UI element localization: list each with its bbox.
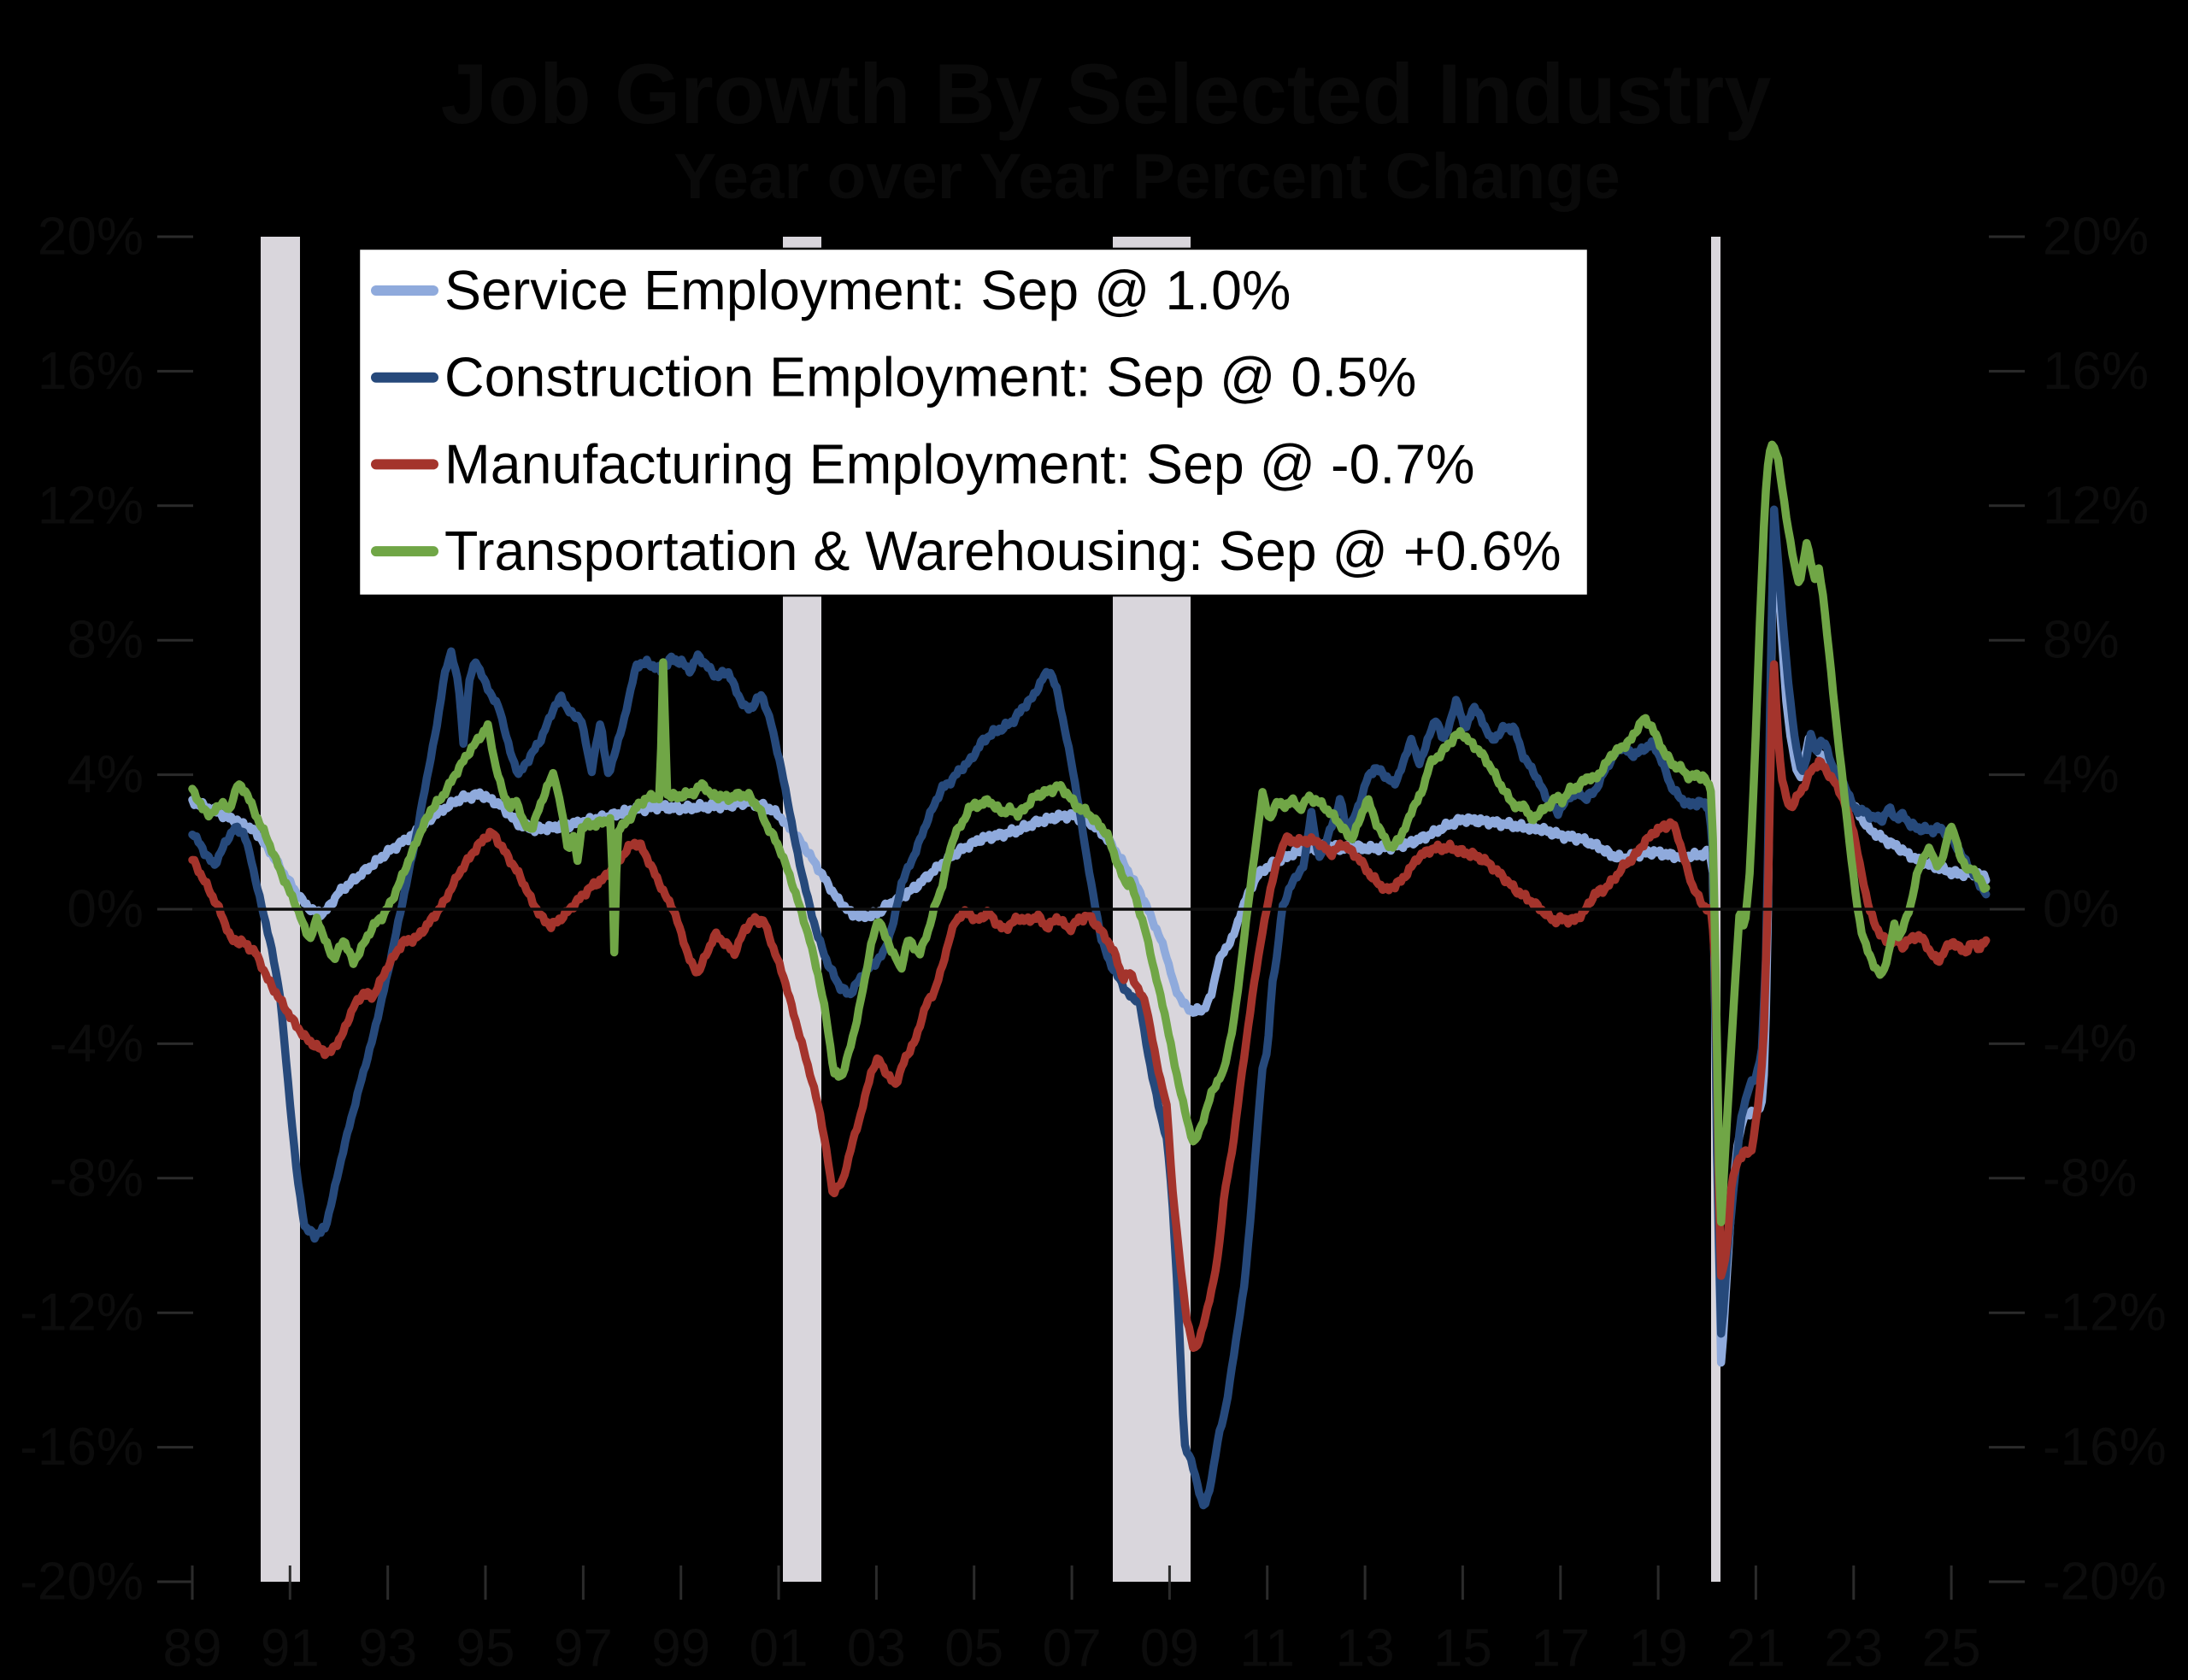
svg-text:8%: 8% [67, 611, 144, 670]
svg-text:97: 97 [554, 1619, 613, 1678]
svg-text:20%: 20% [38, 208, 144, 267]
svg-text:0%: 0% [2043, 880, 2120, 939]
svg-text:16%: 16% [2043, 342, 2149, 401]
svg-text:-12%: -12% [20, 1283, 144, 1342]
svg-text:07: 07 [1043, 1619, 1102, 1678]
svg-text:11: 11 [1240, 1619, 1295, 1678]
svg-text:21: 21 [1726, 1619, 1785, 1678]
svg-text:16%: 16% [38, 342, 144, 401]
svg-text:89: 89 [163, 1619, 222, 1678]
svg-text:93: 93 [358, 1619, 417, 1678]
svg-text:-12%: -12% [2043, 1283, 2167, 1342]
svg-text:Manufacturing Employment: Sep: Manufacturing Employment: Sep @ -0.7% [444, 433, 1475, 495]
svg-text:Year over Year Percent Change: Year over Year Percent Change [673, 140, 1620, 212]
svg-text:03: 03 [847, 1619, 906, 1678]
svg-text:25: 25 [1922, 1619, 1981, 1678]
svg-text:-4%: -4% [50, 1014, 144, 1073]
svg-text:20%: 20% [2043, 208, 2149, 267]
svg-text:23: 23 [1824, 1619, 1883, 1678]
svg-text:0%: 0% [67, 880, 144, 939]
svg-text:-8%: -8% [2043, 1148, 2137, 1207]
svg-text:Transportation & Warehousing:: Transportation & Warehousing: Sep @ +0.6… [444, 520, 1562, 582]
svg-text:99: 99 [651, 1619, 710, 1678]
svg-text:-4%: -4% [2043, 1014, 2137, 1073]
svg-text:-16%: -16% [2043, 1418, 2167, 1477]
svg-text:95: 95 [456, 1619, 515, 1678]
svg-text:Construction Employment: Sep @: Construction Employment: Sep @ 0.5% [444, 347, 1416, 408]
svg-text:12%: 12% [2043, 476, 2149, 535]
svg-text:19: 19 [1629, 1619, 1688, 1678]
svg-text:15: 15 [1433, 1619, 1492, 1678]
svg-text:4%: 4% [67, 745, 144, 804]
svg-text:-8%: -8% [50, 1148, 144, 1207]
svg-text:-20%: -20% [20, 1553, 144, 1612]
svg-text:8%: 8% [2043, 611, 2120, 670]
svg-text:4%: 4% [2043, 745, 2120, 804]
svg-text:Job Growth By Selected Industr: Job Growth By Selected Industry [441, 46, 1772, 141]
svg-text:05: 05 [944, 1619, 1003, 1678]
svg-text:-16%: -16% [20, 1418, 144, 1477]
svg-text:-20%: -20% [2043, 1553, 2167, 1612]
svg-text:17: 17 [1531, 1619, 1590, 1678]
svg-text:12%: 12% [38, 476, 144, 535]
svg-text:Service Employment: Sep @ 1.0%: Service Employment: Sep @ 1.0% [444, 260, 1291, 321]
svg-text:09: 09 [1140, 1619, 1199, 1678]
svg-text:91: 91 [261, 1619, 320, 1678]
svg-text:01: 01 [750, 1619, 809, 1678]
svg-text:13: 13 [1336, 1619, 1395, 1678]
